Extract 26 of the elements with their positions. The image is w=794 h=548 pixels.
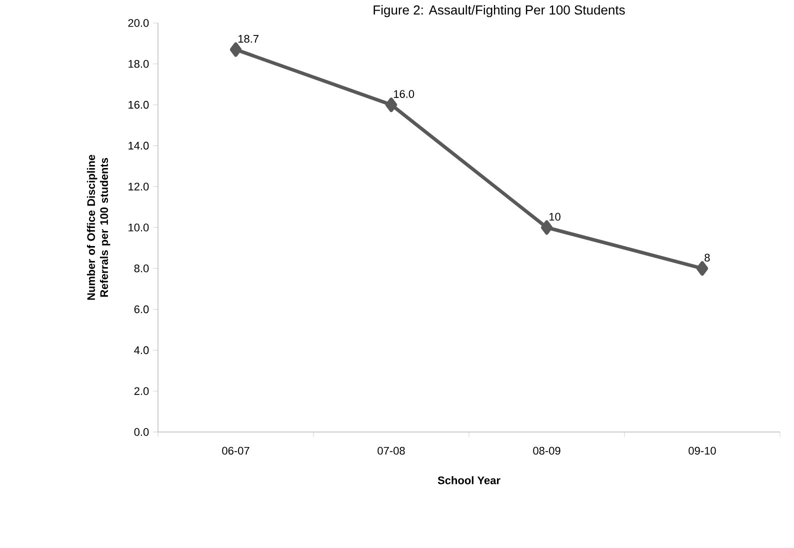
point [230, 42, 242, 57]
y-tick-label: 4.0 [134, 346, 149, 354]
point [540, 220, 553, 235]
y-tick-label: 2.0 [134, 387, 149, 395]
y-tick-label: 16.0 [128, 100, 149, 109]
y-tick-label: 10.0 [128, 224, 149, 232]
x-tick-label: 07-08 [378, 446, 405, 455]
x-tick-label: 08-09 [533, 446, 560, 455]
x-axis-title: School Year [438, 476, 500, 484]
y-tick-label: 12.0 [128, 182, 149, 190]
y-tick-label: 0.0 [134, 428, 149, 436]
y-tick-label: 18.0 [128, 60, 149, 68]
data-label: 18.7 [238, 34, 258, 43]
x-tick-label: 06-07 [222, 446, 250, 455]
data-label: 8 [704, 254, 710, 262]
y-tick-label: 14.0 [128, 142, 149, 150]
point [696, 261, 708, 276]
y-tick-label: 8.0 [134, 264, 149, 272]
y-tick-label: 20.0 [128, 19, 149, 27]
y-axis-title: Number of Office Discipline Referrals per 100 students [86, 154, 110, 300]
data-label: 10 [549, 212, 560, 221]
data-label: 16.0 [394, 90, 414, 98]
point [385, 98, 398, 112]
y-tick-label: 6.0 [134, 305, 149, 314]
x-tick-label: 09-10 [688, 446, 716, 455]
chart-title: Figure 2: Assault/Fighting Per 100 Students [374, 5, 625, 18]
